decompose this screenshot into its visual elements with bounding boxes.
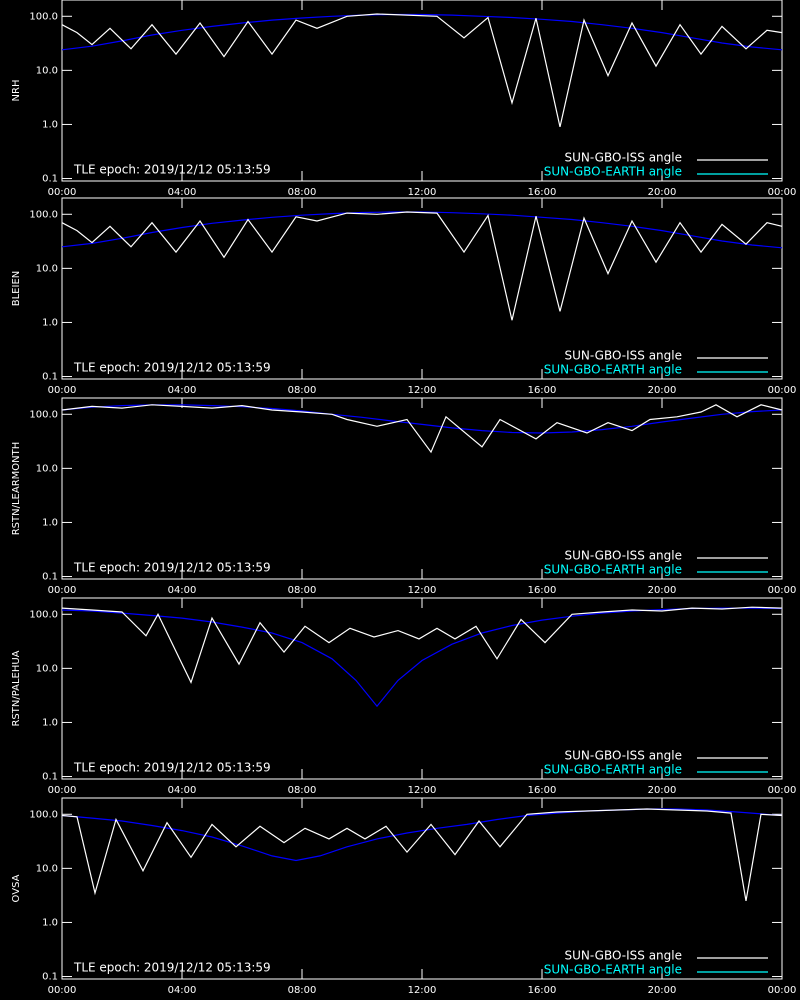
x-tick-label: 00:00	[768, 385, 797, 396]
legend-label: SUN-GBO-ISS angle	[565, 549, 682, 563]
y-tick-label: 0.1	[42, 972, 58, 983]
y-tick-label: 1.0	[42, 517, 58, 528]
series-line	[61, 808, 783, 862]
x-tick-label: 00:00	[768, 785, 797, 796]
x-tick-label: 00:00	[48, 985, 77, 996]
y-axis-label: NRH	[11, 80, 22, 102]
x-tick-label: 16:00	[528, 985, 557, 996]
y-tick-label: 10.0	[36, 65, 58, 76]
y-tick-label: 0.1	[42, 572, 58, 583]
series-line	[61, 404, 783, 434]
y-tick-label: 100.0	[29, 609, 58, 620]
x-tick-label: 12:00	[408, 785, 437, 796]
legend-label: SUN-GBO-ISS angle	[565, 151, 682, 165]
y-tick-label: 1.0	[42, 317, 58, 328]
x-tick-label: 20:00	[648, 585, 677, 596]
x-tick-label: 12:00	[408, 385, 437, 396]
legend-label: SUN-GBO-EARTH angle	[544, 165, 682, 179]
x-tick-label: 00:00	[48, 585, 77, 596]
x-tick-label: 04:00	[168, 785, 197, 796]
x-tick-label: 08:00	[288, 785, 317, 796]
y-tick-label: 1.0	[42, 717, 58, 728]
y-tick-label: 10.0	[36, 463, 58, 474]
y-tick-label: 10.0	[36, 663, 58, 674]
y-tick-label: 100.0	[29, 11, 58, 22]
y-axis-label: OVSA	[11, 874, 22, 902]
annotation: TLE epoch: 2019/12/12 05:13:59	[73, 561, 271, 575]
x-tick-label: 00:00	[48, 785, 77, 796]
x-tick-label: 20:00	[648, 385, 677, 396]
legend-label: SUN-GBO-EARTH angle	[544, 363, 682, 377]
x-tick-label: 00:00	[48, 187, 77, 198]
y-tick-label: 0.1	[42, 772, 58, 783]
series-line	[61, 211, 783, 249]
x-tick-label: 04:00	[168, 187, 197, 198]
annotation: TLE epoch: 2019/12/12 05:13:59	[73, 361, 271, 375]
x-tick-label: 12:00	[408, 585, 437, 596]
x-tick-label: 08:00	[288, 385, 317, 396]
x-tick-label: 08:00	[288, 187, 317, 198]
series-line	[61, 606, 783, 685]
x-tick-label: 00:00	[48, 385, 77, 396]
annotation: TLE epoch: 2019/12/12 05:13:59	[73, 761, 271, 775]
y-tick-label: 1.0	[42, 119, 58, 130]
x-tick-label: 00:00	[768, 187, 797, 198]
x-tick-label: 04:00	[168, 585, 197, 596]
y-tick-label: 100.0	[29, 809, 58, 820]
y-tick-label: 10.0	[36, 863, 58, 874]
y-tick-label: 100.0	[29, 209, 58, 220]
x-tick-label: 08:00	[288, 985, 317, 996]
y-tick-label: 0.1	[42, 372, 58, 383]
x-tick-label: 16:00	[528, 385, 557, 396]
series-line	[61, 808, 783, 902]
series-line	[61, 211, 783, 321]
x-tick-label: 20:00	[648, 785, 677, 796]
x-tick-label: 20:00	[648, 985, 677, 996]
x-tick-label: 04:00	[168, 385, 197, 396]
annotation: TLE epoch: 2019/12/12 05:13:59	[73, 961, 271, 975]
y-axis-label: BLEIEN	[11, 271, 22, 307]
x-tick-label: 16:00	[528, 585, 557, 596]
legend-label: SUN-GBO-ISS angle	[565, 949, 682, 963]
series-line	[61, 13, 783, 128]
y-tick-label: 0.1	[42, 174, 58, 185]
series-line	[61, 13, 783, 51]
x-tick-label: 00:00	[768, 585, 797, 596]
x-tick-label: 00:00	[768, 985, 797, 996]
x-tick-label: 04:00	[168, 985, 197, 996]
y-axis-label: RSTN/LEARMONTH	[11, 442, 22, 536]
x-tick-label: 16:00	[528, 187, 557, 198]
x-tick-label: 20:00	[648, 187, 677, 198]
x-tick-label: 12:00	[408, 187, 437, 198]
x-tick-label: 08:00	[288, 585, 317, 596]
x-tick-label: 12:00	[408, 985, 437, 996]
legend-label: SUN-GBO-EARTH angle	[544, 563, 682, 577]
y-axis-label: RSTN/PALEHUA	[11, 650, 22, 726]
legend-label: SUN-GBO-ISS angle	[565, 349, 682, 363]
series-line	[61, 607, 783, 708]
legend-label: SUN-GBO-EARTH angle	[544, 763, 682, 777]
y-tick-label: 10.0	[36, 263, 58, 274]
legend-label: SUN-GBO-EARTH angle	[544, 963, 682, 977]
y-tick-label: 1.0	[42, 917, 58, 928]
x-tick-label: 16:00	[528, 785, 557, 796]
y-tick-label: 100.0	[29, 409, 58, 420]
legend-label: SUN-GBO-ISS angle	[565, 749, 682, 763]
annotation: TLE epoch: 2019/12/12 05:13:59	[73, 163, 271, 177]
series-line	[61, 404, 783, 454]
